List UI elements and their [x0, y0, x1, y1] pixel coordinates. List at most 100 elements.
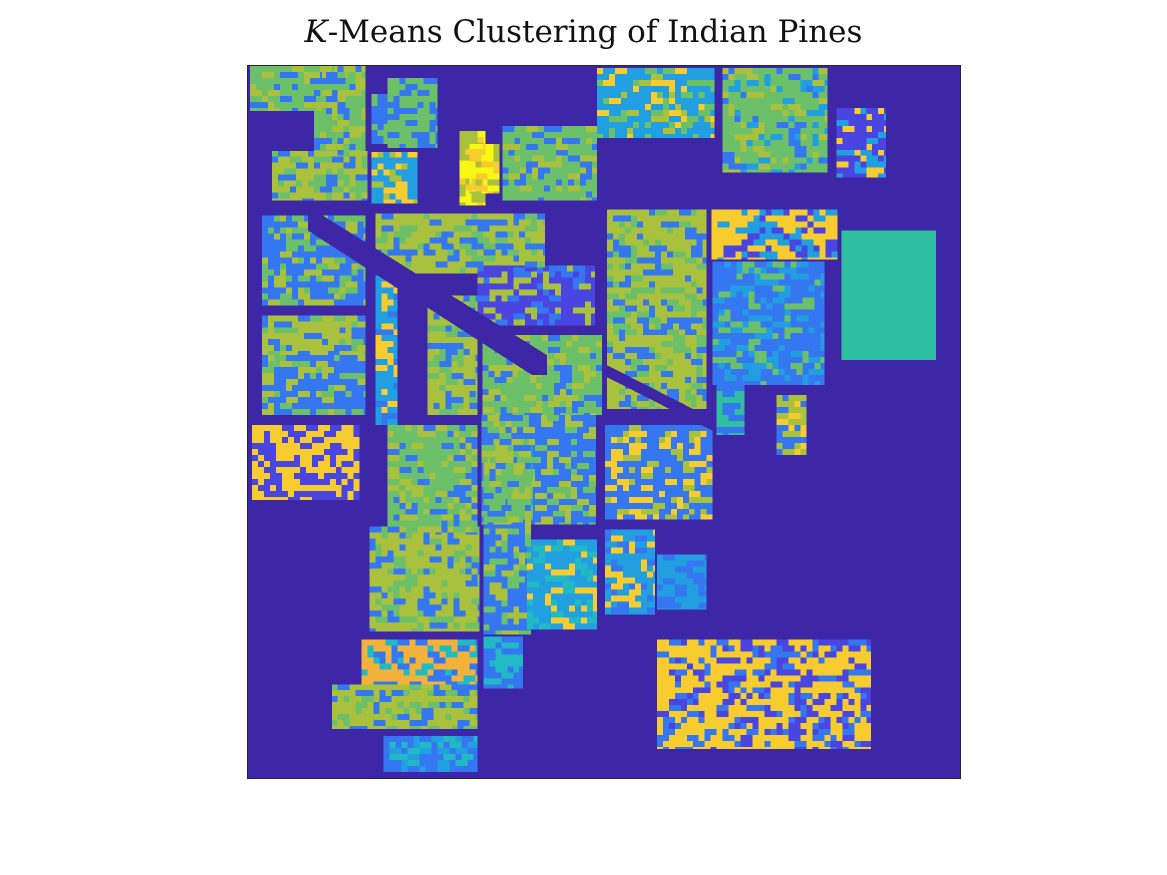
map-pixel: [519, 564, 532, 571]
map-pixel: [321, 373, 328, 380]
map-pixel: [473, 736, 478, 743]
map-pixel: [660, 245, 667, 252]
map-pixel: [537, 319, 544, 326]
map-pixel: [393, 231, 400, 238]
map-pixel: [650, 73, 663, 80]
map-pixel: [435, 261, 448, 268]
map-pixel: [860, 663, 867, 670]
map-pixel: [606, 275, 613, 282]
map-pixel: [648, 281, 655, 288]
map-pixel: [393, 580, 400, 587]
map-pixel: [794, 133, 801, 140]
map-pixel: [367, 645, 374, 652]
map-pixel: [860, 693, 872, 700]
map-pixel: [445, 349, 458, 356]
map-pixel: [315, 367, 322, 374]
map-pixel: [387, 101, 394, 108]
map-pixel: [818, 729, 831, 736]
map-pixel: [842, 681, 855, 688]
map-pixel: [495, 450, 508, 457]
map-pixel: [784, 327, 797, 334]
map-pixel: [391, 657, 404, 664]
map-pixel: [662, 67, 675, 74]
map-pixel: [345, 215, 358, 222]
map-pixel: [626, 133, 633, 138]
map-pixel: [818, 657, 825, 664]
map-pixel: [592, 143, 598, 150]
map-pixel: [251, 454, 258, 461]
map-pixel: [642, 287, 655, 294]
map-pixel: [632, 121, 639, 128]
map-pixel: [730, 321, 743, 328]
map-pixel: [696, 305, 707, 312]
map-pixel: [379, 681, 386, 685]
map-pixel: [735, 245, 748, 252]
map-pixel: [463, 675, 476, 682]
map-pixel: [646, 571, 653, 578]
map-pixel: [377, 129, 384, 136]
map-pixel: [640, 535, 647, 542]
map-pixel: [417, 568, 424, 575]
map-pixel: [439, 325, 446, 332]
map-pixel: [712, 297, 725, 304]
map-pixel: [765, 257, 778, 260]
map-pixel: [722, 426, 729, 433]
map-pixel: [527, 563, 534, 570]
map-pixel: [610, 448, 623, 455]
map-pixel: [608, 115, 615, 122]
map-pixel: [800, 163, 807, 170]
map-pixel: [642, 329, 655, 336]
map-pixel: [678, 251, 685, 258]
map-pixel: [273, 83, 280, 90]
map-pixel: [866, 645, 872, 652]
map-pixel: [575, 599, 582, 606]
map-pixel: [393, 287, 398, 294]
map-pixel: [660, 365, 667, 372]
map-pixel: [624, 293, 637, 300]
map-pixel: [507, 498, 514, 505]
map-pixel: [513, 516, 520, 523]
map-pixel: [722, 67, 729, 74]
map-pixel: [381, 532, 388, 539]
map-pixel: [696, 341, 707, 348]
map-pixel: [776, 651, 789, 658]
map-pixel: [349, 156, 356, 163]
map-pixel: [419, 742, 432, 749]
map-pixel: [825, 239, 832, 246]
map-pixel: [303, 101, 310, 108]
map-pixel: [401, 181, 408, 188]
map-pixel: [501, 289, 514, 296]
map-pixel: [531, 271, 538, 278]
map-pixel: [848, 669, 861, 676]
map-pixel: [495, 594, 508, 601]
map-pixel: [287, 496, 300, 500]
map-pixel: [676, 454, 683, 461]
map-pixel: [287, 430, 300, 437]
map-pixel: [513, 582, 520, 589]
map-pixel: [539, 557, 546, 564]
map-pixel: [399, 514, 412, 521]
map-pixel: [754, 351, 767, 358]
map-pixel: [375, 526, 388, 533]
map-pixel: [489, 546, 496, 553]
map-pixel: [782, 109, 789, 116]
map-pixel: [636, 311, 649, 318]
map-pixel: [696, 263, 707, 270]
map-pixel: [632, 85, 639, 92]
map-pixel: [752, 91, 765, 98]
map-pixel: [545, 593, 552, 600]
map-pixel: [321, 257, 334, 264]
map-pixel: [375, 365, 388, 372]
map-pixel: [670, 448, 683, 455]
map-pixel: [604, 565, 611, 572]
map-pixel: [866, 113, 873, 120]
map-pixel: [778, 345, 785, 352]
map-pixel: [728, 385, 741, 392]
map-pixel: [377, 163, 384, 170]
map-pixel: [654, 263, 661, 270]
map-pixel: [692, 741, 705, 748]
map-pixel: [752, 145, 765, 152]
map-pixel: [704, 729, 717, 736]
map-pixel: [684, 353, 691, 360]
map-pixel: [313, 186, 320, 193]
